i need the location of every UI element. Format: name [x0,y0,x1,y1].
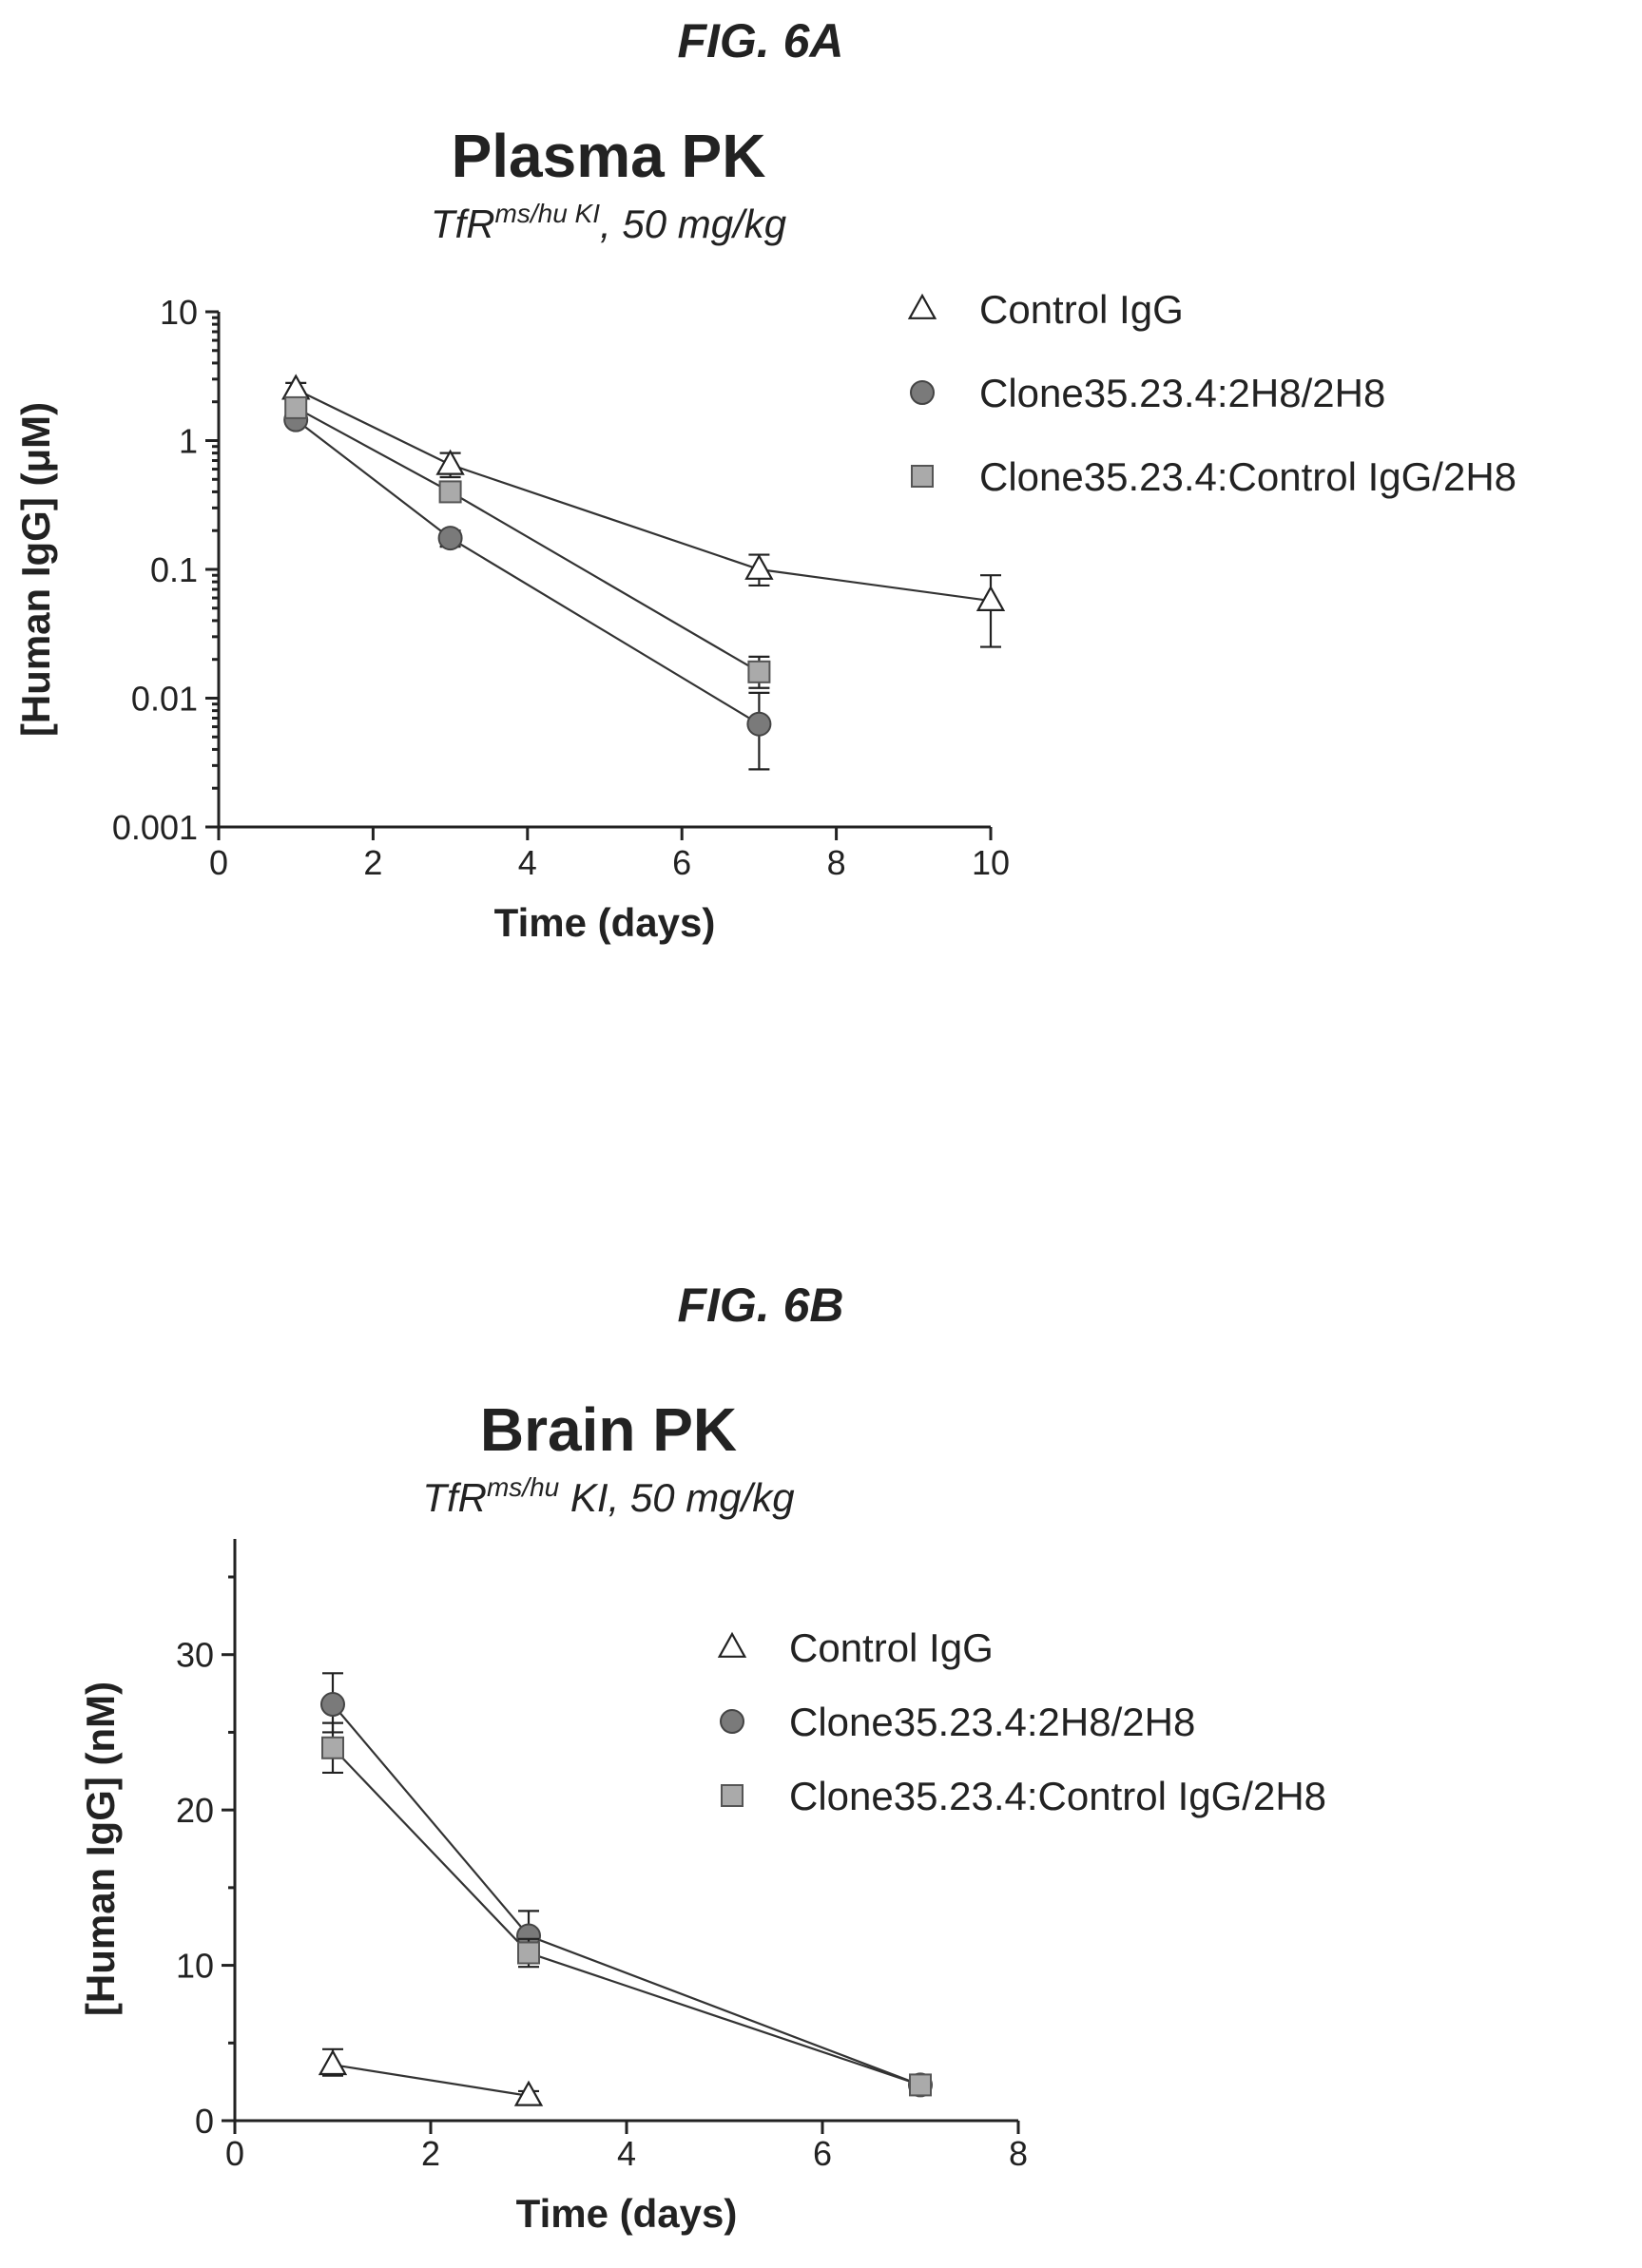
legend-label: Control IgG [979,287,1184,332]
y-tick-label: 30 [176,1636,214,1675]
x-tick-label: 4 [518,843,537,882]
chart-subtitle: TfRms/hu KI, 50 mg/kg [422,1472,794,1520]
data-point-circle [320,1692,345,1718]
chart-title: Plasma PK [452,122,766,190]
data-point-triangle [318,2048,348,2076]
x-axis-label: Time (days) [516,2191,738,2236]
series-control-igg [318,2047,544,2106]
chart-subtitle: TfRms/hu KI, 50 mg/kg [431,199,786,246]
y-axis-label: [Human IgG] (nM) [78,1682,123,2016]
series-line-clone35-23-4-control-igg-2h8 [295,406,760,673]
legend-marker-triangle [907,293,937,319]
data-point-square [747,660,771,683]
x-tick-label: 6 [813,2134,832,2173]
brain-pk-chart: Brain PK TfRms/hu KI, 50 mg/kg 0 2 4 6 8 0 10 20 3… [78,1395,1326,2236]
legend-label: Clone35.23.4:2H8/2H8 [979,371,1385,415]
x-tick-label: 10 [972,843,1010,882]
series-clone35-23-4-control-igg-2h8 [284,395,771,689]
series-clone35-23-4-control-igg-2h8 [321,1721,932,2097]
y-tick-label: 0.1 [150,550,198,589]
data-point-triangle [435,449,465,475]
x-tick-label: 2 [363,843,382,882]
series-line-clone35-23-4-2h8-2h8 [332,1703,921,2086]
data-point-triangle [976,585,1006,611]
legend-label: Clone35.23.4:Control IgG/2H8 [979,454,1516,499]
x-tick-label: 0 [209,843,228,882]
y-tick-label: 20 [176,1791,214,1830]
x-tick-label: 6 [672,843,691,882]
legend-label: Clone35.23.4:2H8/2H8 [789,1700,1195,1744]
x-tick-label: 8 [827,843,846,882]
data-point-circle [746,711,772,737]
data-point-triangle [744,553,774,580]
data-point-square [321,1736,344,1759]
figure-label-6b: FIG. 6B [677,1278,844,1332]
legend-marker-square [911,465,934,488]
series-control-igg [281,374,1006,648]
data-point-circle [437,526,463,551]
legend-label: Control IgG [789,1625,994,1670]
legend-label: Clone35.23.4:Control IgG/2H8 [789,1774,1326,1818]
series-clone35-23-4-2h8-2h8 [283,407,772,771]
data-point-square [284,395,308,419]
figure-label-6a: FIG. 6A [677,14,844,67]
x-axis-label: Time (days) [494,900,716,945]
data-point-triangle [281,374,311,400]
y-tick-label: 0.01 [131,680,198,719]
data-point-square [909,2073,932,2097]
legend-marker-triangle [717,1631,747,1658]
x-tick-label: 2 [421,2134,440,2173]
legend-marker-circle [720,1709,744,1734]
series-line-control-igg [332,2064,530,2097]
x-tick-label: 4 [617,2134,636,2173]
y-tick-label: 10 [176,1947,214,1986]
chart-title: Brain PK [480,1395,737,1464]
y-tick-label: 1 [179,422,198,461]
legend-marker-square [721,1784,744,1807]
y-axis-label: [Human IgG] (μM) [13,402,58,737]
data-point-square [438,480,462,504]
y-tick-label: 0.001 [112,808,198,847]
y-tick-label: 10 [160,293,198,332]
plasma-pk-chart: Plasma PK TfRms/hu KI, 50 mg/kg 0 2 4 6 8 10 0.0… [13,122,1516,945]
x-tick-label: 0 [225,2134,244,2173]
series-line-clone35-23-4-2h8-2h8 [295,418,760,725]
legend-marker-circle [910,380,935,405]
x-tick-label: 8 [1009,2134,1028,2173]
y-tick-label: 0 [195,2102,214,2141]
data-point-triangle [513,2080,544,2106]
series-line-control-igg [295,388,992,603]
data-point-square [517,1941,540,1965]
